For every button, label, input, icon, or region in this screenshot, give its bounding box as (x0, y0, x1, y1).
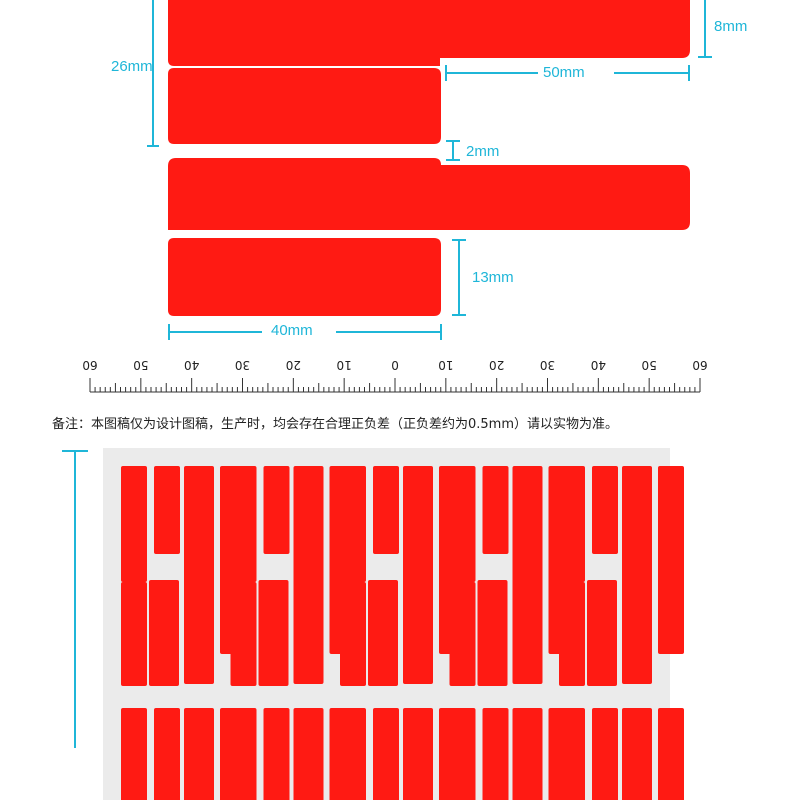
ruler-tick-label: 40 (591, 358, 606, 372)
ruler-tick-label: 0 (391, 358, 399, 372)
label-strip (622, 466, 652, 684)
label-shape-bottom (168, 158, 690, 316)
label-strip (149, 580, 179, 686)
label-strip (368, 580, 398, 686)
dimension-lines (147, 0, 712, 340)
label-strip (230, 466, 257, 582)
label-strip (449, 708, 476, 800)
label-strip (559, 466, 585, 582)
label-strip (622, 708, 652, 800)
label-strip (340, 466, 366, 582)
label-strip (449, 582, 476, 686)
dimension-label-40mm: 40mm (271, 322, 313, 339)
label-strip (121, 582, 147, 686)
label-dimension-diagram (147, 0, 712, 340)
label-strip (154, 466, 180, 554)
label-strip (263, 466, 290, 554)
label-strip (482, 466, 509, 554)
label-strip (559, 582, 585, 686)
label-strip (512, 708, 543, 800)
dimension-label-2mm: 2mm (466, 143, 500, 160)
label-strip (373, 466, 399, 554)
label-strip (373, 708, 399, 800)
label-strip (482, 708, 509, 800)
label-strip (512, 466, 543, 684)
ruler-tick-label: 60 (692, 358, 707, 372)
dimension-label-8mm: 8mm (714, 18, 748, 35)
label-strip (559, 708, 585, 800)
ruler: 60 50 40 30 20 10 0 10 20 30 40 50 60 (82, 358, 708, 393)
label-strip (340, 582, 366, 686)
ruler-tick-label: 50 (133, 358, 148, 372)
ruler-tick-label: 20 (286, 358, 301, 372)
label-strip (258, 580, 289, 686)
dimension-label-50mm: 50mm (543, 64, 585, 81)
label-strip (403, 708, 433, 800)
label-strip (403, 466, 433, 684)
ruler-tick-label: 10 (337, 358, 352, 372)
label-strip (184, 708, 214, 800)
ruler-tick-label: 30 (540, 358, 555, 372)
label-strip (184, 466, 214, 684)
dimension-label-13mm: 13mm (472, 269, 514, 286)
label-strip (230, 708, 257, 800)
label-strip (263, 708, 290, 800)
label-strip (121, 466, 147, 582)
label-strip (587, 580, 617, 686)
label-strip (340, 708, 366, 800)
ruler-tick-label: 10 (438, 358, 453, 372)
label-strip (154, 708, 180, 800)
label-strip (658, 466, 684, 654)
ruler-tick-label: 20 (489, 358, 504, 372)
label-strip (449, 466, 476, 582)
ruler-tick-label: 60 (82, 358, 97, 372)
label-strip (121, 708, 147, 800)
disclaimer-note: 备注：本图稿仅为设计图稿，生产时，均会存在合理正负差（正负差约为0.5mm）请以… (52, 417, 619, 432)
label-strip (658, 708, 684, 800)
label-sheet (62, 448, 684, 800)
dimension-label-26mm: 26mm (111, 58, 153, 75)
ruler-tick-label: 30 (235, 358, 250, 372)
ruler-tick-label: 40 (184, 358, 199, 372)
ruler-tick-label: 50 (642, 358, 657, 372)
label-strip (230, 582, 257, 686)
label-strip (592, 708, 618, 800)
label-strip (293, 466, 324, 684)
label-strip (592, 466, 618, 554)
label-strip (293, 708, 324, 800)
label-strip (477, 580, 508, 686)
label-shape-top (168, 0, 690, 144)
